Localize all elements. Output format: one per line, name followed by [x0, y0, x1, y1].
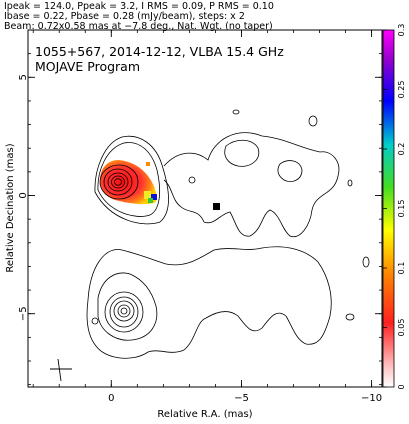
header-line-2: Ibase = 0.22, Pbase = 0.28 (mJy/beam), s…: [4, 11, 245, 22]
x-axis-label: Relative R.A. (mas): [157, 409, 252, 420]
source-label: 1055+567, 2014-12-12, VLBA 15.4 GHz: [35, 44, 284, 59]
header-line-3: Beam: 0.72x0.58 mas at −7.8 deg., Nat. W…: [4, 21, 273, 32]
contour-core-3: [99, 164, 139, 200]
contour-south-blob-3: [91, 317, 99, 325]
contour-north-blob-2: [232, 109, 240, 115]
colorbar-tick-label: 0.2: [397, 143, 406, 156]
contour-core-outer: [94, 135, 169, 225]
contour-core-6: [111, 175, 125, 189]
contour-south-5: [113, 300, 135, 322]
colorbar-tick-label: 0.1: [397, 262, 406, 275]
pol-spot-green: [148, 198, 153, 203]
contour-core-5: [107, 172, 129, 192]
contour-north-jet-2: [224, 139, 260, 167]
pol-spot-blue: [151, 194, 157, 200]
contour-south-6: [117, 304, 131, 318]
contour-core-4: [103, 168, 133, 196]
y-tick-label: −5: [18, 306, 29, 321]
beam-marker: [50, 358, 72, 382]
contour-south-7: [120, 307, 128, 315]
pol-spot-orange: [146, 162, 150, 166]
contour-plot-area: [50, 109, 370, 382]
y-axis: 5 0 −5: [18, 29, 382, 386]
colorbar-tick-label: 0: [397, 384, 406, 389]
contour-north-blob-4: [188, 176, 196, 184]
program-label: MOJAVE Program: [35, 59, 140, 74]
contour-south-blob-1: [345, 313, 355, 321]
contour-south-2: [97, 272, 158, 341]
contour-south-3: [104, 291, 144, 333]
contour-core-2: [97, 142, 161, 217]
contour-core-7: [114, 178, 122, 186]
header-line-1: Ipeak = 124.0, Ppeak = 3.2, I RMS = 0.09…: [4, 1, 274, 12]
x-tick-label: −5: [234, 393, 249, 404]
y-axis-label: Relative Decination (mas): [5, 143, 16, 272]
contour-north-blob-1: [308, 115, 318, 127]
contour-south-blob-2: [362, 256, 370, 268]
colorbar-tick-label: 0.15: [397, 200, 406, 218]
colorbar-tick-label: 0.05: [397, 319, 406, 337]
contour-south-1: [86, 246, 332, 359]
y-tick-label: 0: [18, 192, 29, 198]
contour-north-jet-1: [163, 132, 340, 238]
plot-frame: [27, 29, 383, 388]
pol-spot-yellow: [144, 191, 151, 199]
contour-north-jet-3: [277, 160, 303, 182]
colorbar-tick-label: 0.25: [397, 81, 406, 99]
x-tick-label: 0: [108, 393, 114, 404]
colorbar-ticks: 0 0.05 0.1 0.15 0.2 0.25 0.3: [383, 24, 406, 390]
contour-north-blob-3: [347, 179, 353, 187]
contour-south-4: [109, 296, 139, 328]
x-tick-label: −10: [361, 393, 382, 404]
colorbar-tick-label: 0.3: [397, 24, 406, 37]
y-tick-label: 5: [18, 74, 29, 80]
black-marker: [213, 203, 220, 210]
x-axis: 0 −5 −10: [32, 30, 382, 404]
